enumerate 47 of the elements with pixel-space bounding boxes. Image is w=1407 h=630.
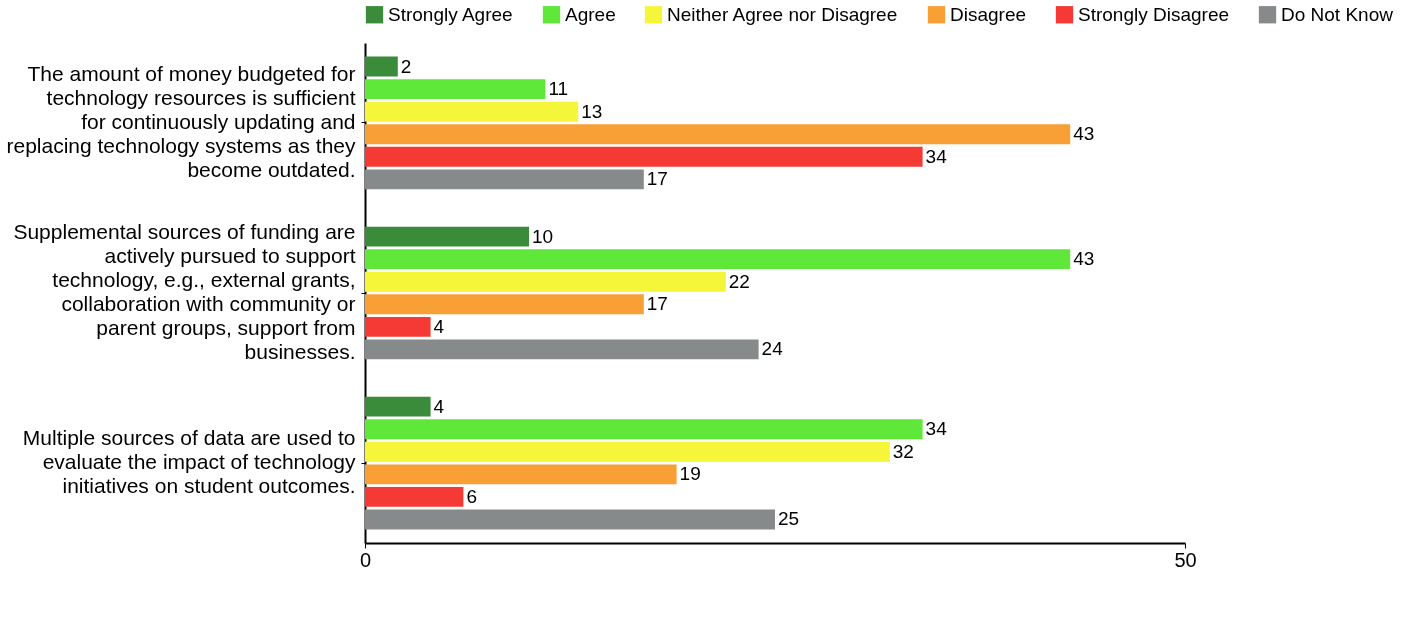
y-tick-label: Multiple sources of data are used to evaluate the impact of technology initiatives on student outcomes. xyxy=(22,426,356,498)
bar xyxy=(365,249,1071,270)
legend-label: Neither Agree nor Disagree xyxy=(667,3,898,25)
legend-label: Disagree xyxy=(950,3,1027,25)
data-label: 6 xyxy=(466,485,477,507)
bar xyxy=(365,124,1071,145)
data-label: 11 xyxy=(548,78,569,100)
data-label: 34 xyxy=(925,418,948,440)
bar xyxy=(365,146,923,167)
data-label: 4 xyxy=(433,315,445,337)
data-label: 4 xyxy=(433,395,445,417)
legend-label: Strongly Agree xyxy=(388,3,513,25)
x-tick-label: 0 xyxy=(359,548,372,571)
data-label: 43 xyxy=(1073,248,1095,270)
data-label: 17 xyxy=(646,168,668,190)
bar xyxy=(365,339,759,360)
bar xyxy=(365,486,464,507)
bar xyxy=(365,316,431,337)
bar xyxy=(365,226,529,247)
bar xyxy=(365,271,726,292)
bar xyxy=(365,79,546,100)
x-tick-label: 50 xyxy=(1174,548,1197,571)
data-label: 13 xyxy=(581,100,603,122)
bar xyxy=(365,294,644,315)
legend-label: Agree xyxy=(565,3,616,25)
bar xyxy=(365,419,923,440)
data-label: 34 xyxy=(925,145,948,167)
data-label: 22 xyxy=(728,270,750,292)
data-label: 2 xyxy=(400,55,412,77)
data-label: 10 xyxy=(532,225,554,247)
data-label: 24 xyxy=(761,338,784,360)
bar xyxy=(365,169,644,190)
legend-label: Do Not Know xyxy=(1281,3,1394,25)
bar xyxy=(365,56,398,77)
bar xyxy=(365,396,431,417)
y-tick-label: Supplemental sources of funding are actively pursued to support technology, e.g., external grants, collaboration with community or parent groups, support from businesses. xyxy=(13,220,356,363)
data-label: 43 xyxy=(1073,123,1095,145)
data-label: 25 xyxy=(778,508,800,530)
y-tick-label: The amount of money budgeted for technology resources is sufficient for continuously updating and replacing technology systems as they become outdated. xyxy=(6,61,356,181)
bar xyxy=(365,509,775,530)
legend-label: Strongly Disagree xyxy=(1078,3,1230,25)
data-label: 19 xyxy=(679,463,701,485)
bar xyxy=(365,101,579,122)
data-label: 17 xyxy=(646,293,668,315)
bar xyxy=(365,441,890,462)
data-label: 32 xyxy=(892,440,914,462)
bar xyxy=(365,464,677,485)
